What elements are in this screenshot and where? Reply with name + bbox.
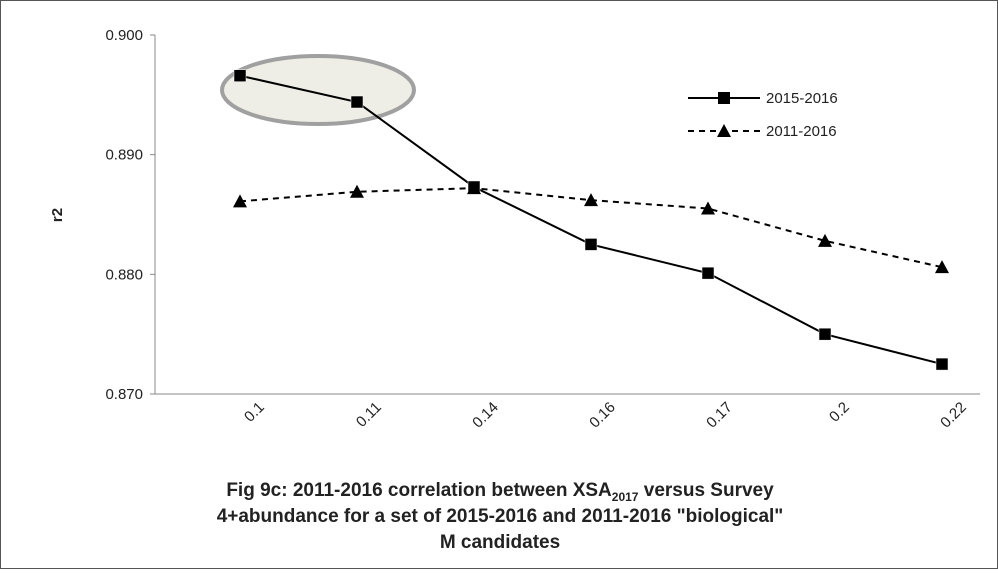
- chart-title: M candidates: [440, 532, 560, 553]
- data-point: [701, 201, 715, 215]
- y-tick-label: 0.900: [105, 27, 143, 44]
- data-point: [818, 233, 832, 247]
- legend-marker: [717, 124, 731, 137]
- data-point: [701, 266, 715, 280]
- title-subscript: 2017: [612, 490, 639, 504]
- y-tick-label: 0.880: [105, 266, 143, 283]
- highlight-ellipse: [220, 54, 416, 126]
- chart-title: 4+abundance for a set of 2015-2016 and 2…: [217, 506, 784, 527]
- title-part: versus Survey: [638, 480, 774, 501]
- chart-title: Fig 9c: 2011-2016 correlation between XS…: [226, 480, 774, 504]
- legend-marker: [718, 92, 730, 104]
- data-point: [584, 238, 598, 251]
- title-part: Fig 9c: 2011-2016 correlation between XS…: [226, 480, 612, 501]
- data-point: [350, 95, 364, 109]
- data-point: [233, 194, 247, 208]
- y-axis-label: r2: [49, 208, 66, 222]
- data-point: [818, 327, 832, 341]
- data-point: [584, 193, 598, 207]
- legend-label: 2011-2016: [766, 123, 837, 140]
- data-point: [467, 181, 481, 195]
- data-point: [935, 357, 949, 371]
- legend-label: 2015-2016: [766, 90, 838, 107]
- data-point: [233, 69, 247, 82]
- y-tick-label: 0.870: [105, 386, 143, 403]
- data-point: [935, 260, 949, 274]
- data-point: [350, 184, 364, 198]
- y-tick-label: 0.890: [105, 147, 143, 164]
